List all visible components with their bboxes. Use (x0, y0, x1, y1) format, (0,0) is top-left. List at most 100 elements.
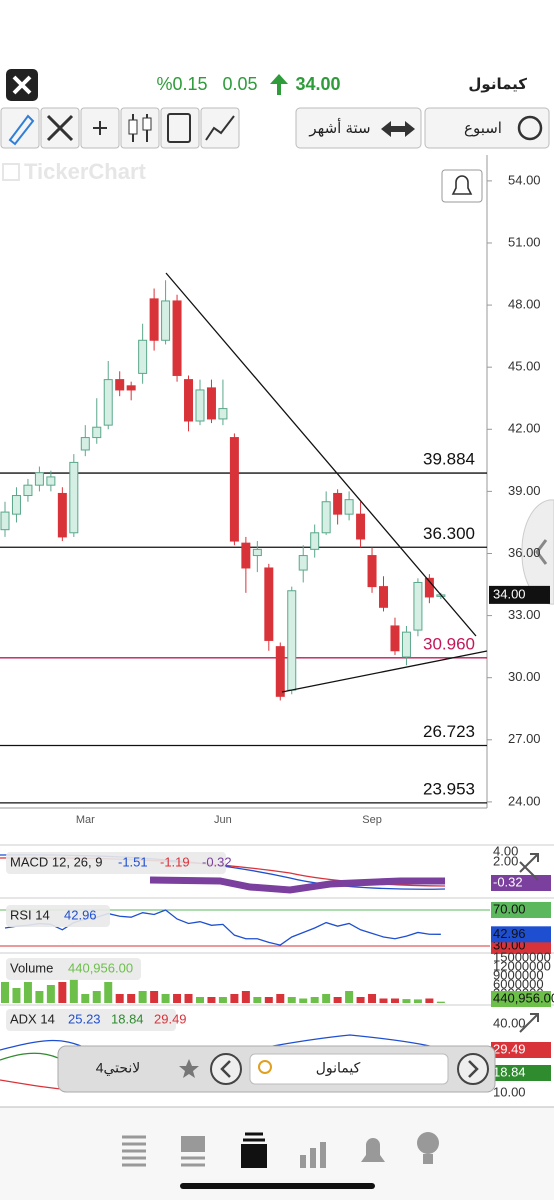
rsi-reading: 42.96 (64, 907, 97, 922)
volume-bar (287, 997, 296, 1003)
search-field[interactable] (249, 1053, 449, 1085)
history-icon (517, 115, 543, 141)
adx-reading: 18.84 (111, 1011, 144, 1026)
list-icon (167, 113, 191, 143)
interval-button[interactable] (424, 107, 550, 149)
macd-histogram (149, 876, 445, 894)
alert-icon (451, 175, 473, 195)
candle-body (379, 586, 389, 608)
candle-body (126, 385, 136, 391)
tab-alerts[interactable] (361, 1138, 385, 1162)
star[interactable] (179, 1059, 199, 1078)
x-tick-label: Mar (76, 814, 95, 826)
axis-tag-label: 29.49 (493, 1041, 526, 1056)
tab-ideas[interactable] (417, 1132, 439, 1154)
period-icon (381, 121, 415, 137)
y-tick-label: 30.00 (508, 669, 541, 684)
tab-list[interactable] (122, 1135, 146, 1167)
volume-bar (322, 994, 331, 1003)
macd-reading: -0.32 (202, 854, 232, 869)
legend-box (6, 905, 110, 927)
candle-body (92, 426, 102, 439)
candle-body (264, 567, 274, 641)
candle-body (0, 511, 10, 531)
prev-button[interactable] (210, 1053, 242, 1085)
tab-chart-active[interactable] (241, 1144, 267, 1168)
volume-bar (127, 994, 136, 1003)
candle-body (367, 555, 377, 588)
legend-box (6, 852, 226, 874)
up-arrow (270, 74, 288, 95)
volume-bar (413, 999, 422, 1003)
volume-bar (436, 1001, 445, 1003)
y-tick-label: 9000000 (493, 967, 544, 982)
period-label: ستة أشهر (308, 118, 370, 137)
candle-body (80, 437, 90, 451)
candle-body (57, 492, 67, 538)
trend-line (165, 272, 477, 637)
axis-tag-label: 440,956.00 (493, 990, 554, 1005)
volume-bar (46, 985, 55, 1003)
watermark-logo (2, 163, 20, 181)
tab-market[interactable] (300, 1142, 326, 1168)
trend-line (281, 650, 488, 693)
y-tick-label: 33.00 (508, 607, 541, 622)
candle-body (161, 300, 171, 341)
candle-body (413, 581, 423, 631)
volume-bar (241, 991, 250, 1003)
x-tick-label: Sep (362, 814, 382, 826)
last-price-label: 34.00 (493, 586, 526, 601)
alert-button[interactable] (441, 169, 483, 203)
home-indicator (180, 1183, 375, 1189)
volume-bar (58, 982, 67, 1003)
candle-body (149, 298, 159, 341)
side-tab-arrow (535, 539, 548, 565)
volume-bar (104, 982, 113, 1003)
level-label: 26.723 (423, 722, 475, 741)
legend-box (6, 1009, 176, 1031)
candle-body (287, 590, 297, 691)
volume-bar (253, 997, 262, 1003)
volume-bar (23, 982, 32, 1003)
candle-body (241, 542, 251, 569)
axis-tag (491, 926, 551, 943)
volume-bar (310, 997, 319, 1003)
volume-bar (184, 994, 193, 1003)
volume-bar (333, 997, 342, 1003)
y-tick-label: 6000000 (493, 976, 544, 991)
volume-bar (299, 998, 308, 1003)
axis-tag (491, 1042, 551, 1058)
change: 0.05 (222, 74, 257, 94)
watchlist[interactable]: لانحتي4 (96, 1060, 141, 1077)
axis-tag-label: 70.00 (493, 901, 526, 916)
y-tick-label: 27.00 (508, 731, 541, 746)
candle-body (195, 389, 205, 422)
chart-type[interactable] (120, 107, 160, 149)
legend-box (6, 958, 141, 980)
candle-body (23, 484, 33, 497)
period-button[interactable] (295, 107, 422, 149)
candle-body (115, 379, 125, 391)
candle-body (34, 472, 44, 486)
candle-body (206, 387, 216, 420)
candle-body (356, 513, 366, 540)
prev-icon (220, 1060, 231, 1078)
close-icon (12, 75, 32, 95)
candle-body (321, 501, 331, 534)
y-tick-label: 54.00 (508, 172, 541, 187)
y-tick-label: 2.00 (493, 853, 518, 868)
volume-bar (161, 994, 170, 1003)
y-tick-label: 40.00 (493, 1015, 526, 1030)
volume-bar (379, 998, 388, 1003)
tab-watch[interactable] (181, 1136, 205, 1152)
studies[interactable] (200, 107, 240, 149)
y-tick-label: 42.00 (508, 421, 541, 436)
next-button[interactable] (457, 1053, 489, 1085)
volume-reading: 440,956.00 (68, 960, 133, 975)
macd-reading: -1.51 (118, 854, 148, 869)
candle-body (401, 631, 411, 658)
tab-watch-lines (181, 1156, 205, 1167)
pencil-icon (8, 114, 35, 146)
candle-body (184, 379, 194, 422)
